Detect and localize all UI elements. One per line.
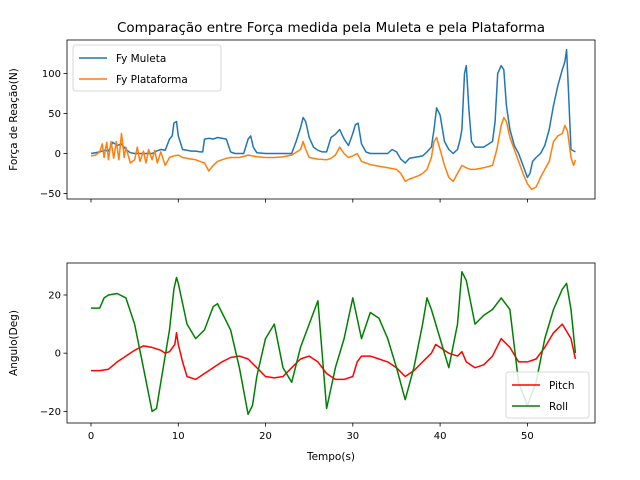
series-lines [91,270,577,416]
legend-box [505,371,590,419]
chart-title: Comparação entre Força medida pela Mulet… [117,20,545,36]
y-tick-label: 50 [48,109,61,120]
y-tick-label: 100 [42,69,61,80]
legend: Fy Muleta Fy Plataforma [72,44,222,92]
y-tick-label: 0 [55,349,61,360]
x-tick-label: 20 [259,431,272,442]
x-axis-label: Tempo(s) [306,451,355,463]
x-tick-label: 50 [521,431,534,442]
angle-plot-panel: 0 10 20 30 40 50 −20 0 20 Angulo(Deg) Tempo(s) Pitc… [8,262,596,463]
y-tick-label: 20 [48,291,61,302]
x-tick-label: 30 [346,431,359,442]
series-line-pitch [91,323,577,381]
axes-frame [66,39,596,200]
y-axis-label: Força de Reação(N) [8,68,20,171]
y-tick-label: −50 [40,189,61,200]
x-tick-label: 40 [434,431,447,442]
legend-entry: Roll [549,401,568,413]
y-axis-label: Angulo(Deg) [8,310,20,376]
series-lines [90,48,577,191]
y-tick-label: −20 [40,407,61,418]
axes-frame [66,262,596,424]
series-line-fy-plataforma [90,116,577,191]
y-tick-label: 0 [55,149,61,160]
force-plot-panel: −50 0 50 100 Comparação entre Força medida p… [8,20,596,203]
series-line-roll [91,270,577,416]
legend-entry: Pitch [549,380,575,392]
legend-box [72,44,222,92]
legend-entry: Fy Muleta [116,53,166,65]
legend: Pitch Roll [505,371,590,419]
x-tick-label: 0 [88,431,94,442]
series-line-fy-muleta [90,48,576,179]
legend-entry: Fy Plataforma [116,74,188,86]
x-tick-label: 10 [172,431,185,442]
